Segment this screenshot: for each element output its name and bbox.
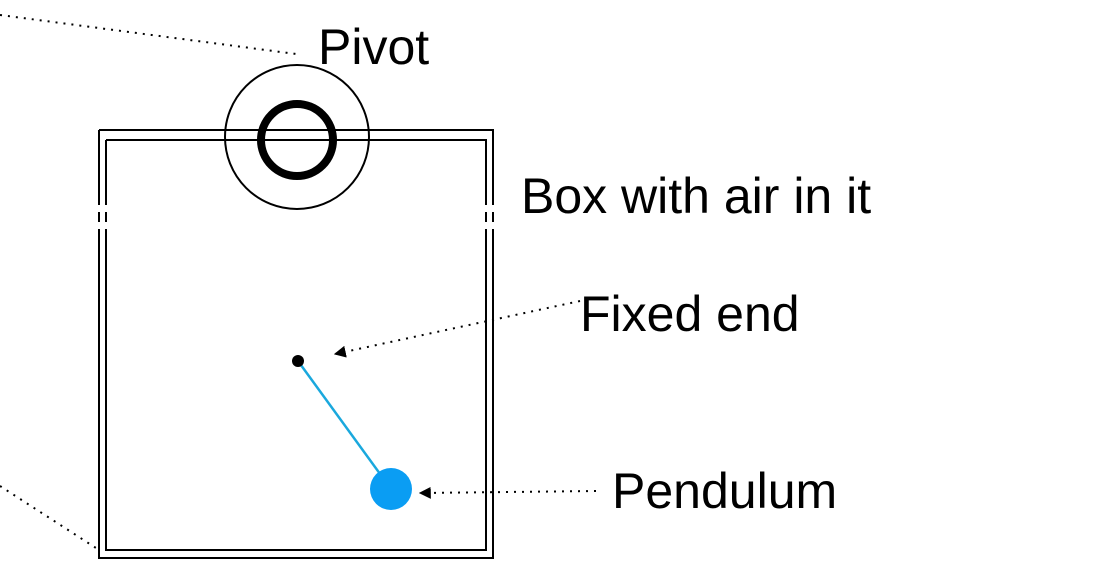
pendulum (292, 355, 412, 510)
pivot-ring (257, 100, 337, 180)
pivot (224, 64, 370, 210)
fixed-end-arrow (333, 300, 581, 358)
pendulum-label: Pendulum (612, 463, 837, 519)
fixed-end-point (292, 355, 304, 367)
pivot-leader (0, 14, 297, 55)
box-leader (0, 485, 97, 549)
box-label: Box with air in it (521, 168, 871, 224)
pivot-label: Pivot (318, 19, 429, 75)
pivot-outer-circle (224, 64, 370, 210)
leader-lines (0, 14, 597, 549)
pendulum-rod (296, 360, 393, 490)
fixed-end-label: Fixed end (580, 286, 800, 342)
pendulum-arrow (418, 486, 597, 499)
pendulum-bob (370, 468, 412, 510)
